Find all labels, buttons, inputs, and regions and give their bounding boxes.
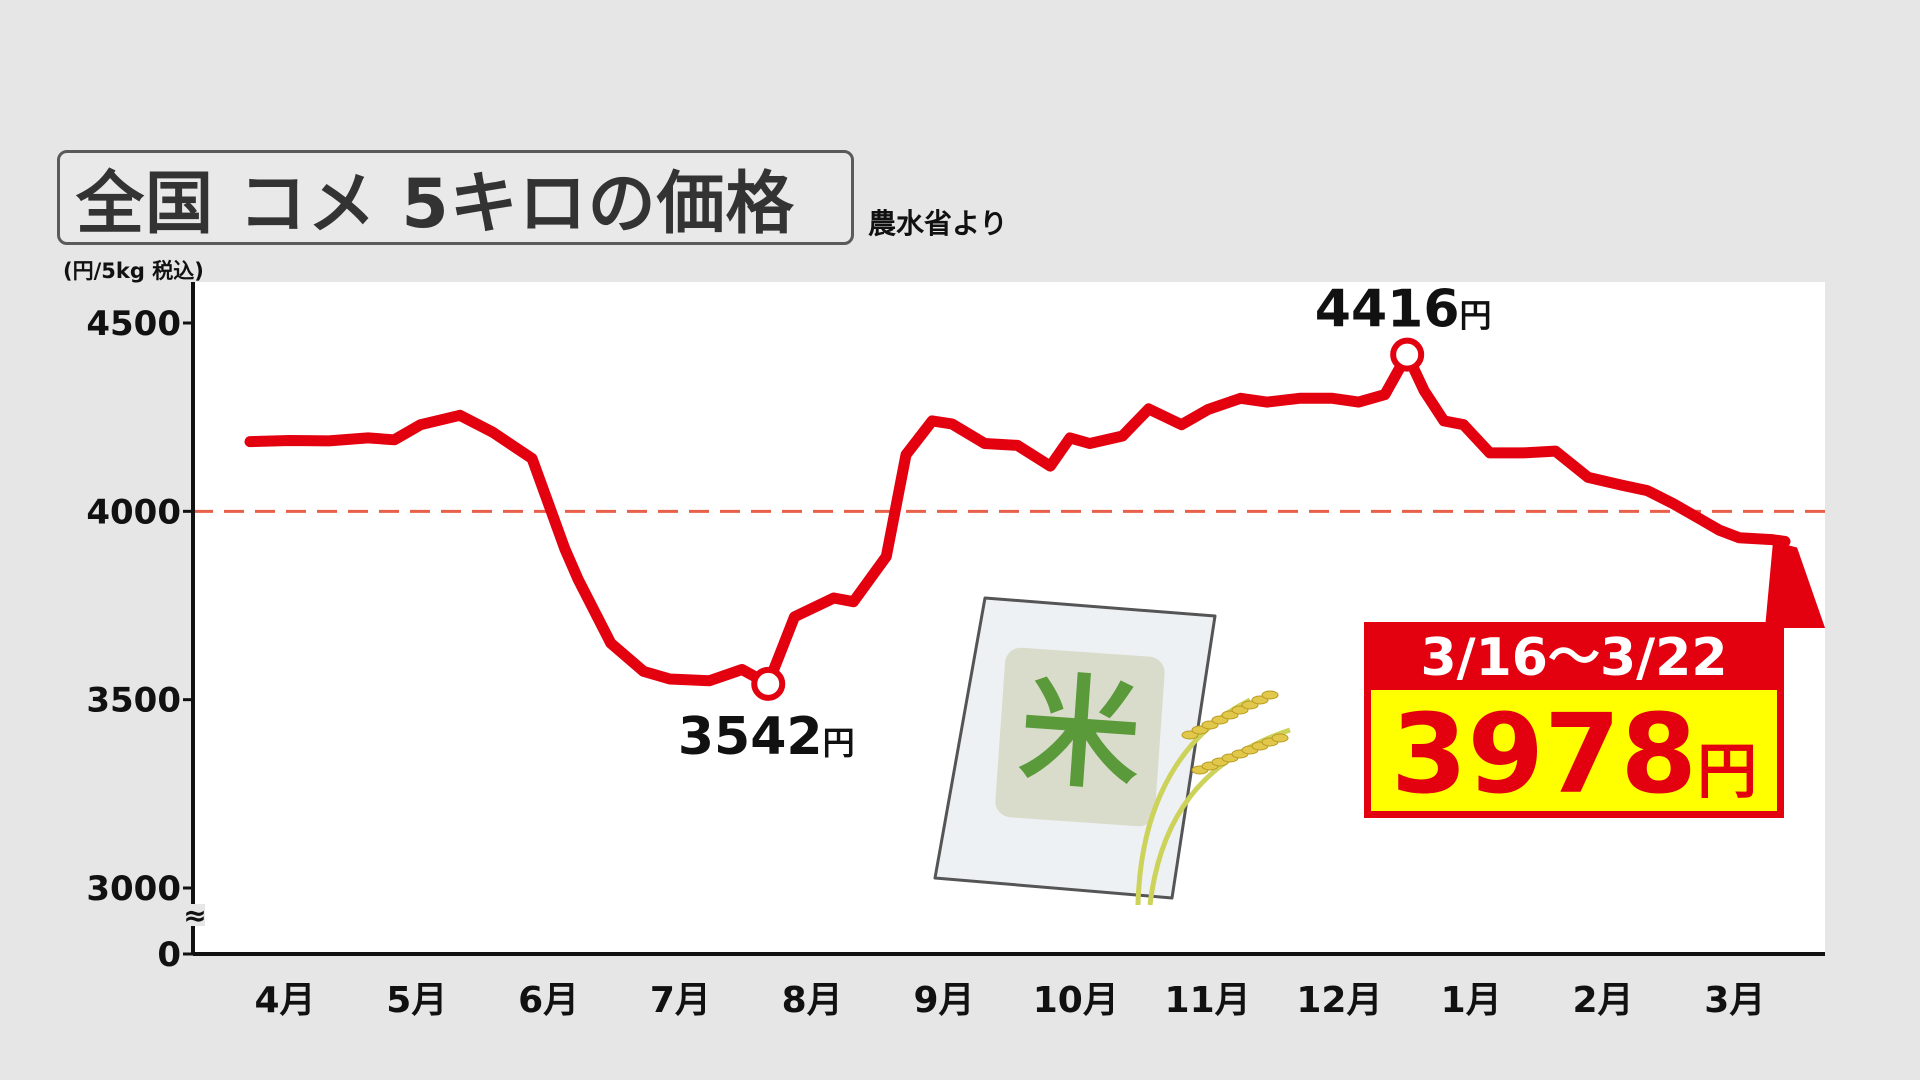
chart-title-box: 全国 コメ 5キロの価格: [57, 150, 854, 245]
y-tick-label: 0: [157, 935, 181, 975]
extreme-point-marker: [1390, 337, 1425, 372]
low-value-label: 3542円: [678, 707, 855, 767]
source-note: 農水省より: [868, 207, 1008, 240]
rice-kanji: 米: [1015, 661, 1144, 808]
rice-grain: [1271, 733, 1289, 743]
y-tick-label: 3500: [86, 681, 181, 721]
x-tick-label: 10月: [1033, 980, 1119, 1021]
extreme-point-marker: [751, 666, 786, 701]
callout-value: 3978円: [1391, 690, 1757, 818]
x-tick-label: 12月: [1296, 980, 1382, 1021]
y-tick-label: 3000: [86, 869, 181, 909]
callout-period: 3/16〜3/22: [1420, 628, 1727, 688]
rice-bag-illustration: 米: [933, 596, 1291, 906]
x-tick-label: 4月: [254, 980, 315, 1021]
high-value-label: 4416円: [1315, 280, 1492, 340]
y-tick-label: 4500: [86, 304, 181, 344]
y-axis-unit: (円/5kg 税込): [63, 259, 204, 283]
x-tick-label: 11月: [1165, 980, 1251, 1021]
callout-value-panel: [1371, 690, 1777, 811]
x-tick-label: 8月: [782, 980, 843, 1021]
x-tick-label: 9月: [913, 980, 974, 1021]
price-line: [244, 349, 1791, 690]
x-tick-label: 7月: [650, 980, 711, 1021]
x-tick-label: 6月: [518, 980, 579, 1021]
x-tick-label: 1月: [1441, 980, 1502, 1021]
axis-break-gap: [181, 904, 205, 926]
x-tick-label: 2月: [1572, 980, 1633, 1021]
chart-title: 全国 コメ 5キロの価格: [76, 165, 795, 244]
callout-pointer: [1765, 541, 1826, 628]
y-tick-label: 4000: [86, 492, 181, 532]
rice-grain: [1261, 690, 1279, 700]
rice-bag-label-panel: [995, 647, 1165, 827]
x-tick-label: 5月: [386, 980, 447, 1021]
x-tick-label: 3月: [1704, 980, 1765, 1021]
axis-break-icon: ≈: [183, 899, 206, 932]
